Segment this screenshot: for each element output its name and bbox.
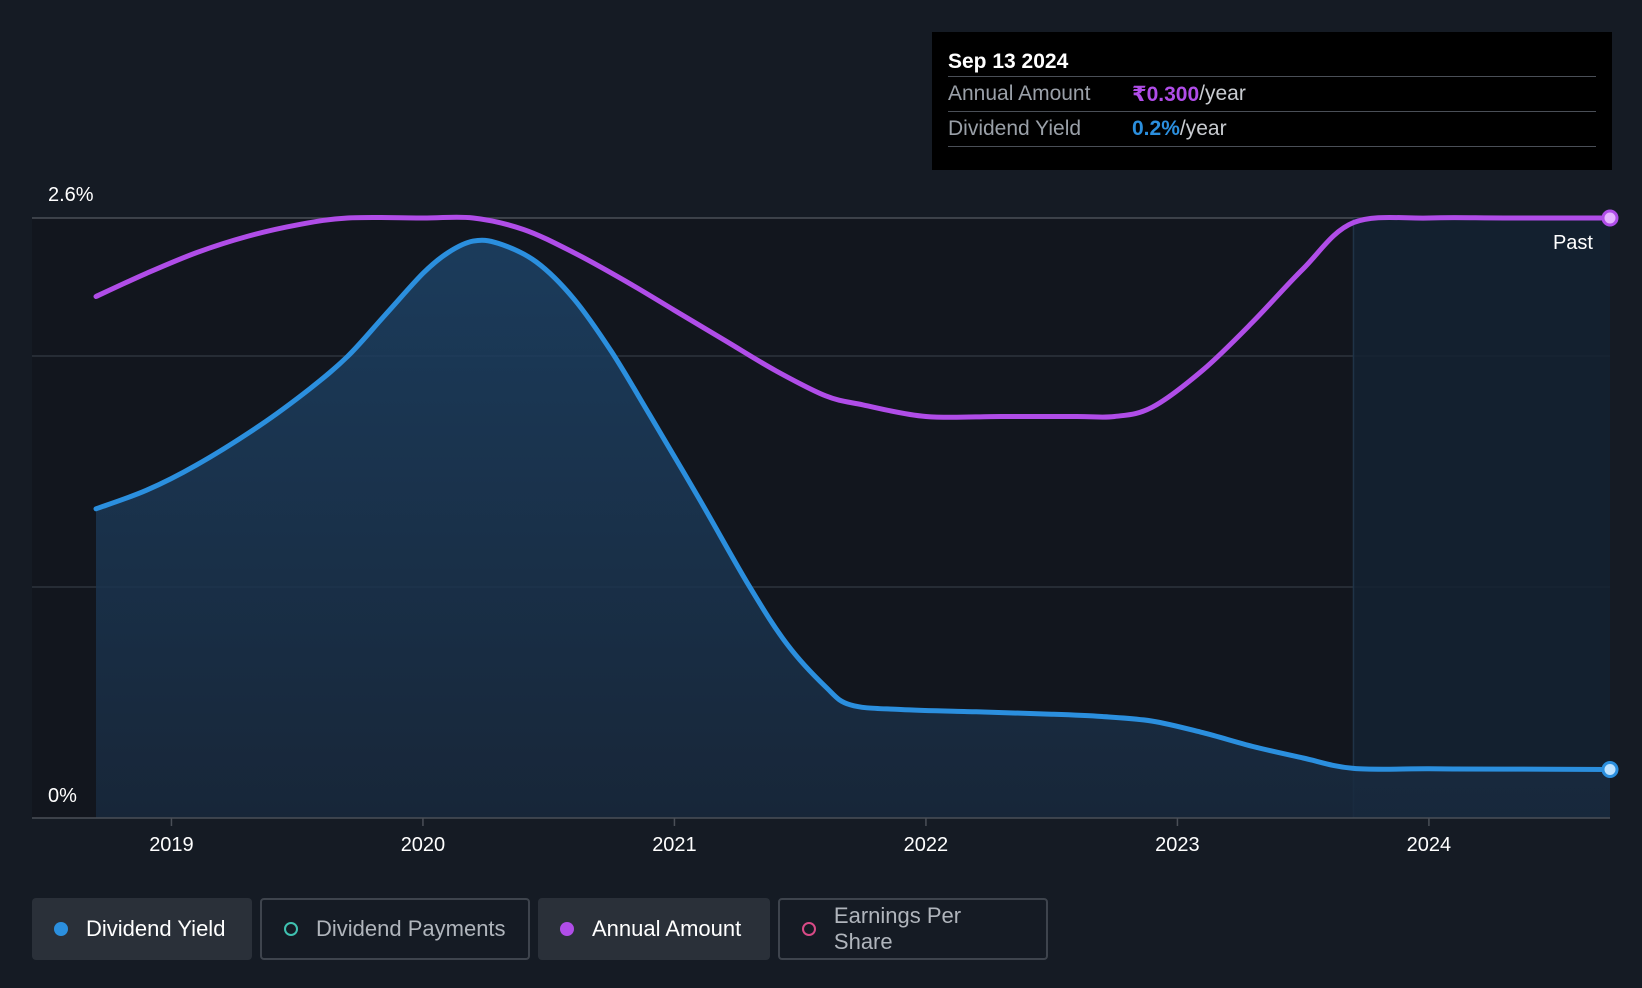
tooltip-annual-amount-value: ₹0.300 <box>1132 82 1200 106</box>
dividend-payments-ring-icon <box>284 922 298 936</box>
legend-annual-amount-label: Annual Amount <box>592 916 742 941</box>
past-region-shade <box>1353 218 1610 818</box>
legend-annual-amount-button[interactable]: Annual Amount <box>538 898 770 960</box>
tooltip-annual-amount-unit: /year <box>1199 82 1246 105</box>
annual-amount-line <box>93 214 1613 420</box>
dividend-yield-dot-icon <box>54 922 68 936</box>
earnings-per-share-ring-icon <box>802 922 816 936</box>
past-label: Past <box>1553 232 1593 254</box>
x-tick-label: 2021 <box>652 834 697 856</box>
legend-earnings-per-share-label: Earnings Per Share <box>833 903 962 954</box>
x-tick-label: 2023 <box>1155 834 1200 856</box>
legend-dividend-payments-label: Dividend Payments <box>316 916 506 941</box>
legend-dividend-yield-label: Dividend Yield <box>86 916 226 941</box>
x-tick-label: 2022 <box>904 834 949 856</box>
x-tick-label: 2019 <box>149 834 194 856</box>
legend-dividend-payments-button[interactable]: Dividend Payments <box>260 898 530 960</box>
tooltip-annual-amount-row: Annual Amount ₹0.300 /year <box>948 76 1596 111</box>
dividend-yield-end-marker <box>1601 761 1619 779</box>
y-axis-min-label: 0% <box>48 785 77 807</box>
legend-earnings-per-share-button[interactable]: Earnings Per Share <box>778 898 1048 960</box>
tooltip-annual-amount-label: Annual Amount <box>948 82 1091 105</box>
tooltip-dividend-yield-unit: /year <box>1179 117 1227 140</box>
tooltip-dividend-yield-row: Dividend Yield 0.2% /year <box>948 111 1596 147</box>
x-tick-label: 2024 <box>1407 834 1452 856</box>
annual-amount-end-marker <box>1601 209 1619 227</box>
tooltip-dividend-yield-value: 0.2% <box>1132 117 1180 140</box>
dividend-yield-area <box>96 240 1610 819</box>
y-axis-max-label: 2.6% <box>48 184 94 206</box>
tooltip-date: Sep 13 2024 <box>948 50 1069 73</box>
x-tick-label: 2020 <box>401 834 446 856</box>
dividend-yield-line <box>93 237 1613 772</box>
legend-dividend-yield-button[interactable]: Dividend Yield <box>32 898 252 960</box>
tooltip-dividend-yield-label: Dividend Yield <box>948 117 1082 140</box>
tooltip: Sep 13 2024 Annual Amount ₹0.300 /year D… <box>932 32 1612 170</box>
annual-amount-dot-icon <box>560 922 574 936</box>
